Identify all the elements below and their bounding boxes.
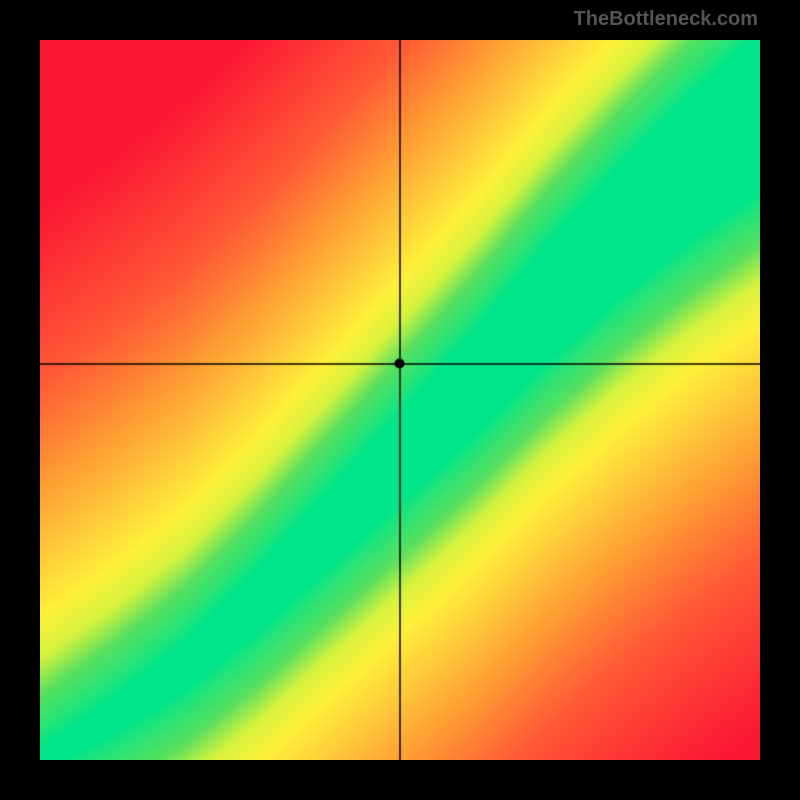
heatmap-canvas [40,40,760,760]
chart-container: TheBottleneck.com [0,0,800,800]
watermark-text: TheBottleneck.com [574,8,758,31]
plot-area [40,40,760,760]
